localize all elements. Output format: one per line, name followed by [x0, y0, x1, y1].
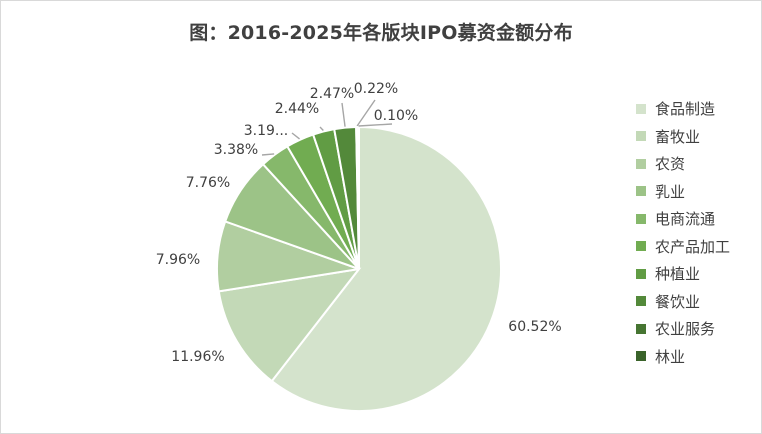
legend-label: 农资 [655, 155, 686, 174]
legend-swatch [636, 323, 646, 334]
data-label-10: 0.10% [374, 108, 418, 124]
legend-label: 畜牧业 [655, 127, 701, 146]
data-label-8: 2.47% [310, 86, 354, 102]
legend-item-10: 林业 [636, 343, 760, 371]
data-label-6: 3.19... [244, 123, 289, 139]
legend-label: 农产品加工 [655, 237, 731, 256]
chart-title: 图：2016-2025年各版块IPO募资金额分布 [189, 22, 573, 44]
leader-line-7 [319, 126, 324, 131]
legend-swatch [636, 158, 646, 169]
legend-item-1: 食品制造 [636, 95, 760, 123]
legend-swatch [636, 296, 646, 307]
data-label-2: 11.96% [171, 349, 224, 365]
data-label-4: 7.76% [186, 175, 230, 191]
data-label-7: 2.44% [275, 101, 319, 117]
legend-label: 种植业 [655, 265, 701, 284]
legend-item-2: 畜牧业 [636, 123, 760, 151]
legend-item-3: 农资 [636, 150, 760, 178]
leader-line-6 [291, 132, 300, 140]
legend-swatch [636, 213, 646, 224]
legend-swatch [636, 131, 646, 142]
legend-label: 农业服务 [655, 320, 716, 339]
data-label-5: 3.38% [214, 142, 258, 158]
leader-line-10 [358, 123, 393, 127]
legend-swatch [636, 241, 646, 252]
leader-line-9 [356, 99, 376, 127]
legend-swatch [636, 268, 646, 279]
pie-slice-10 [357, 125, 360, 270]
legend-item-9: 农业服务 [636, 315, 760, 343]
legend-swatch [636, 351, 646, 362]
legend-item-6: 农产品加工 [636, 233, 760, 261]
legend-label: 餐饮业 [655, 292, 701, 311]
legend-item-8: 餐饮业 [636, 288, 760, 316]
leader-line-5 [261, 153, 275, 156]
legend-label: 林业 [655, 347, 686, 366]
leader-line-8 [341, 102, 346, 127]
legend-item-5: 电商流通 [636, 205, 760, 233]
legend-swatch [636, 103, 646, 114]
legend-label: 电商流通 [655, 210, 716, 229]
pie-slice-1 [270, 125, 502, 412]
legend-swatch [636, 186, 646, 197]
data-label-1: 60.52% [508, 319, 561, 335]
chart-legend: 食品制造畜牧业农资乳业电商流通农产品加工种植业餐饮业农业服务林业 [636, 95, 760, 370]
pie-slice-2 [217, 267, 362, 383]
legend-label: 食品制造 [655, 100, 716, 119]
legend-label: 乳业 [655, 182, 686, 201]
data-label-3: 7.96% [156, 252, 200, 268]
legend-item-7: 种植业 [636, 260, 760, 288]
data-label-9: 0.22% [354, 81, 398, 97]
legend-item-4: 乳业 [636, 178, 760, 206]
